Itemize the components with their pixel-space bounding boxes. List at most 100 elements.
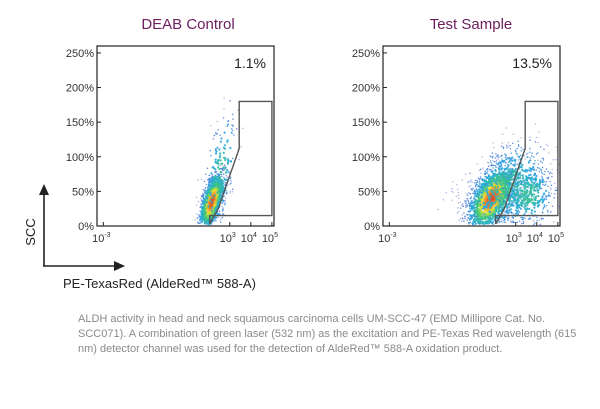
data-point [220,137,223,140]
data-point [505,161,507,164]
data-point [501,142,504,145]
data-point [214,152,218,155]
data-point [212,209,215,212]
y-tick-label: 50% [358,186,380,198]
data-point [521,168,524,171]
data-point [499,188,502,191]
data-point [209,181,213,184]
data-point [510,152,513,154]
data-point [547,176,550,179]
data-point [536,216,538,219]
data-point [476,199,479,202]
data-point [503,182,506,185]
data-point [524,198,528,201]
data-point [469,192,472,195]
data-point [466,205,468,207]
data-point [203,201,206,204]
data-point [490,170,493,173]
data-point [537,159,539,161]
data-point [231,124,234,126]
data-point [524,185,527,188]
data-point [529,151,531,154]
data-point [507,141,510,144]
data-point [199,219,201,222]
data-point [474,216,477,218]
data-point [517,145,520,148]
data-point [231,188,234,190]
data-point [498,180,502,183]
data-point [507,168,510,171]
data-point [501,182,504,185]
data-point [489,181,492,184]
data-point [515,182,519,185]
data-point [537,152,539,154]
data-point [224,200,226,202]
data-point [213,176,216,180]
data-point [514,167,517,170]
data-point [223,180,225,183]
data-point [215,133,217,136]
data-point [225,181,227,184]
data-point [450,190,453,192]
data-point [217,166,220,169]
data-point [540,187,543,190]
data-point [462,205,465,207]
data-point [487,165,490,168]
data-point [465,202,467,205]
data-point [523,154,525,157]
data-point [497,154,499,156]
data-point [498,207,501,210]
data-point [484,193,487,197]
data-point [512,220,514,222]
data-point [525,153,528,155]
data-point [500,164,503,167]
data-point [223,144,226,147]
data-point [498,192,501,195]
data-point [546,209,549,212]
data-point [520,216,522,219]
data-point [471,216,473,218]
y-tick-label: 250% [66,48,94,60]
data-point [501,154,503,157]
data-point [509,171,512,174]
data-point [514,201,517,204]
data-point [498,212,500,215]
data-point [495,166,497,168]
data-point [499,174,502,177]
data-point [221,205,224,208]
data-point [208,201,211,204]
data-point [473,189,476,192]
data-point [492,159,494,162]
data-point [522,216,525,219]
data-point [479,186,483,189]
data-point [466,193,468,195]
data-point [509,162,513,165]
data-point [466,197,468,200]
data-point [457,191,459,194]
data-point [527,176,530,179]
data-point [528,174,531,177]
data-point [200,220,202,223]
data-point [198,214,200,216]
data-point [533,188,536,192]
data-point [466,219,468,221]
data-point [506,182,508,185]
data-point [207,179,209,182]
data-point [476,163,479,166]
plot-frame [96,45,275,227]
data-point [217,190,220,193]
data-point [545,189,548,192]
data-point [223,176,225,179]
data-point [507,164,510,167]
data-point [521,186,523,188]
data-point [502,213,504,215]
data-point [505,221,507,224]
data-point [502,200,505,203]
data-point [501,194,504,197]
data-point [494,174,497,177]
data-point [498,221,500,224]
data-point [535,174,538,178]
data-point [222,151,225,154]
data-point [214,218,216,220]
